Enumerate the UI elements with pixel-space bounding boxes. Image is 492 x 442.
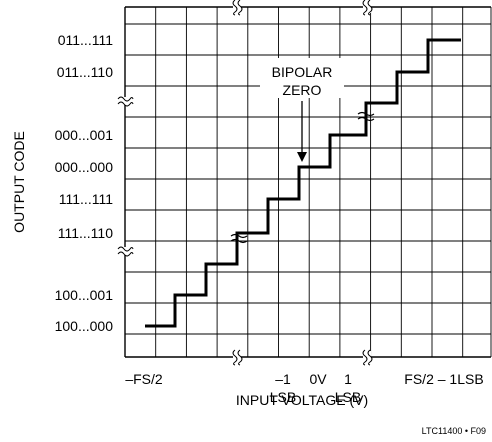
y-tick-label: 011...111 <box>58 32 113 48</box>
y-tick-label: 100...001 <box>55 287 114 303</box>
x-break-mark <box>232 0 238 16</box>
y-break-mark <box>117 246 134 252</box>
series-break-mark <box>230 233 248 239</box>
axis-breaks <box>117 0 375 366</box>
x-tick-label: –1 <box>275 371 291 387</box>
x-tick-labels: –FS/2 –1 LSB 0V 1 LSB FS/2 – 1LSB <box>125 371 483 405</box>
y-axis-label: OUTPUT CODE <box>11 131 27 233</box>
annotation-arrowhead <box>297 152 307 162</box>
y-tick-label: 000...000 <box>55 159 114 175</box>
y-break-mark <box>117 96 134 102</box>
y-break-mark <box>117 251 134 257</box>
x-break-gap <box>233 1 241 13</box>
annotation-line-1: BIPOLAR <box>272 64 333 80</box>
y-tick-label: 100...000 <box>55 318 114 334</box>
annotation-line-2: ZERO <box>283 82 322 98</box>
x-tick-label: 1 <box>344 371 352 387</box>
y-break-gap <box>119 97 131 105</box>
figure-id: LTC11400 • F09 <box>422 426 486 436</box>
y-tick-label: 011...110 <box>57 64 114 80</box>
x-break-gap <box>363 1 371 13</box>
staircase-series <box>145 38 461 328</box>
x-tick-label: LSB <box>270 389 296 405</box>
x-tick-label: FS/2 – 1LSB <box>404 371 483 387</box>
x-break-mark <box>367 349 373 366</box>
x-break-mark <box>232 349 238 366</box>
y-tick-label: 111...111 <box>59 191 113 207</box>
y-break-gap <box>119 247 131 255</box>
x-tick-label: –FS/2 <box>125 371 163 387</box>
annotation-background <box>260 58 344 98</box>
x-tick-label: 0V <box>309 371 327 387</box>
x-break-mark <box>237 0 243 16</box>
x-break-gap <box>363 351 371 363</box>
y-tick-label: 000...001 <box>55 127 114 143</box>
staircase-line <box>145 38 461 328</box>
x-break-mark <box>237 349 243 366</box>
x-tick-label: LSB <box>335 389 361 405</box>
x-break-gap <box>233 351 241 363</box>
x-break-mark <box>367 0 373 16</box>
y-break-mark <box>117 101 134 107</box>
series-break-mark <box>230 238 248 244</box>
x-break-mark <box>362 0 368 16</box>
x-axis-label: INPUT VOLTAGE (V) <box>236 392 368 408</box>
x-break-mark <box>362 349 368 366</box>
y-tick-labels: 100...000 100...001 111...110 111...111 000.… <box>55 32 114 334</box>
y-tick-label: 111...110 <box>58 225 113 241</box>
